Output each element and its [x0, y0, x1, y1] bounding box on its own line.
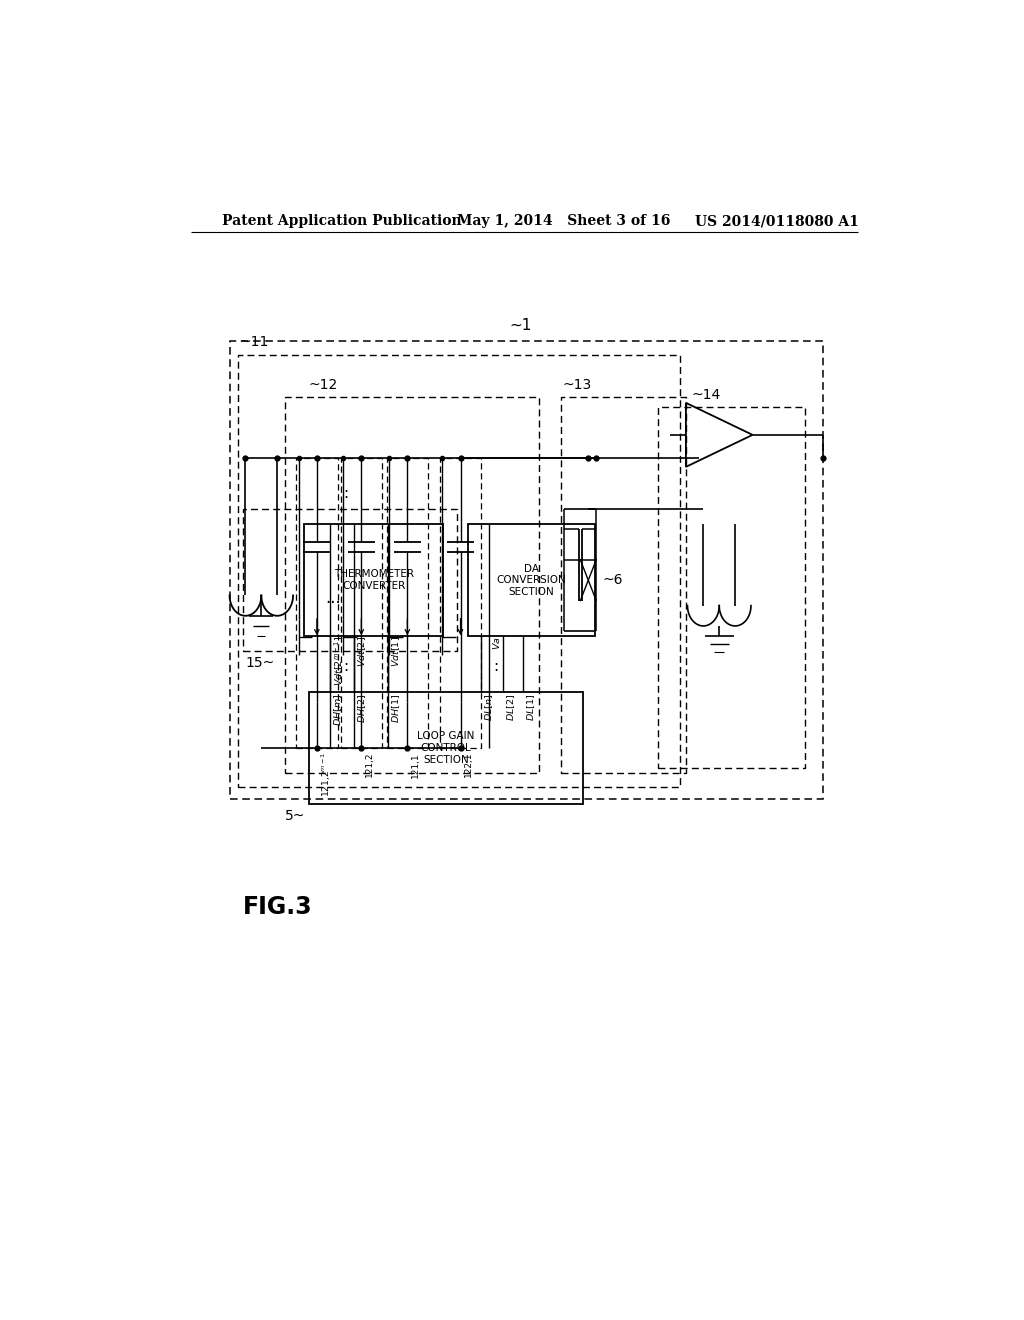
Bar — [229, 342, 823, 799]
Bar — [285, 397, 539, 774]
Text: $DH[1]$: $DH[1]$ — [391, 694, 402, 723]
Text: ~13: ~13 — [562, 378, 591, 392]
Bar — [440, 458, 481, 748]
Bar — [304, 524, 443, 636]
Text: $DL[1]$: $DL[1]$ — [525, 694, 538, 721]
Text: :: : — [344, 486, 349, 502]
Bar — [238, 355, 680, 787]
Text: $Vdt[2]$: $Vdt[2]$ — [356, 636, 369, 667]
Bar — [658, 408, 805, 768]
Text: THERMOMETER
CONVERTER: THERMOMETER CONVERTER — [334, 569, 414, 591]
Text: $DH[m]$: $DH[m]$ — [333, 694, 344, 726]
Text: :: : — [493, 659, 498, 675]
Bar — [560, 397, 686, 774]
Text: 121,2: 121,2 — [365, 752, 374, 777]
Text: $DH[2]$: $DH[2]$ — [356, 694, 369, 723]
Bar — [387, 458, 428, 748]
Text: ~12: ~12 — [309, 378, 338, 392]
Text: May 1, 2014   Sheet 3 of 16: May 1, 2014 Sheet 3 of 16 — [458, 214, 671, 228]
Text: 121,1: 121,1 — [411, 752, 420, 777]
Bar — [243, 510, 458, 651]
Text: Patent Application Publication: Patent Application Publication — [221, 214, 461, 228]
Text: ~6: ~6 — [602, 573, 623, 587]
Text: 15~: 15~ — [246, 656, 274, 671]
Bar — [309, 692, 583, 804]
Text: ~14: ~14 — [691, 388, 721, 403]
Text: :: : — [344, 659, 349, 675]
Bar — [296, 458, 338, 748]
Text: ···: ··· — [325, 594, 341, 612]
Text: $Vdt[1]$: $Vdt[1]$ — [391, 636, 402, 667]
Bar — [341, 458, 382, 748]
Text: $DL[2]$: $DL[2]$ — [505, 694, 517, 721]
Text: $Va$: $Va$ — [492, 636, 503, 649]
Text: ~1: ~1 — [510, 318, 532, 333]
Text: LOOP GAIN
CONTROL
SECTION: LOOP GAIN CONTROL SECTION — [417, 731, 474, 764]
Text: 5~: 5~ — [285, 809, 305, 822]
Text: $Vdt[2^{m-1}]$: $Vdt[2^{m-1}]$ — [333, 636, 346, 686]
Text: 122,1: 122,1 — [464, 752, 473, 777]
Bar — [468, 524, 595, 636]
Text: $DL[n]$: $DL[n]$ — [483, 694, 496, 721]
Text: ~11: ~11 — [240, 335, 268, 350]
Text: US 2014/0118080 A1: US 2014/0118080 A1 — [695, 214, 859, 228]
Text: 121,$2^{m-1}$: 121,$2^{m-1}$ — [321, 752, 334, 797]
Text: DA
CONVERSION
SECTION: DA CONVERSION SECTION — [497, 564, 566, 597]
Text: FIG.3: FIG.3 — [243, 895, 312, 919]
